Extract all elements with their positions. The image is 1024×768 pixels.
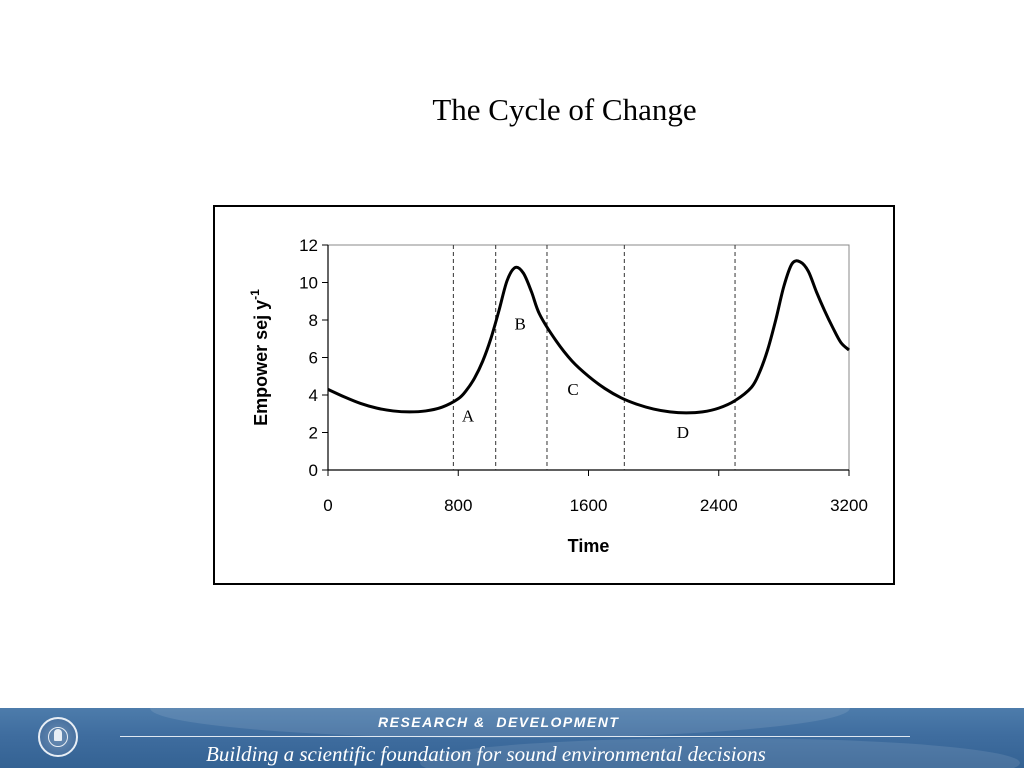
footer-heading: RESEARCH & DEVELOPMENT [378,714,620,730]
x-tick-label: 1600 [570,496,608,515]
y-tick-label: 6 [309,349,318,368]
x-tick-label: 0 [323,496,332,515]
y-tick-label: 4 [309,386,318,405]
epa-seal-icon [38,717,78,757]
phase-label-a: A [462,406,475,425]
empower-series-line [327,259,851,415]
empower-cycle-chart: 0 2 4 6 8 10 12 0 800 1600 2400 3200 Time Empower sej… [248,236,868,556]
slide-title: The Cycle of Change [432,92,697,127]
x-tick-label: 3200 [830,496,868,515]
footer-banner: RESEARCH & DEVELOPMENT Building a scient… [0,708,1024,768]
plot-area [327,244,850,471]
y-axis-title-main: Empower sej y [251,300,271,426]
chart-frame: 0 2 4 6 8 10 12 0 800 1600 2400 3200 Time Empower sej… [213,205,895,585]
y-tick-label: 2 [309,424,318,443]
x-tick-label: 800 [444,496,472,515]
y-tick-label: 12 [299,236,318,255]
x-tick-label: 2400 [700,496,738,515]
footer-divider [120,736,910,737]
footer-tagline: Building a scientific foundation for sou… [206,742,766,766]
phase-label-c: C [567,380,578,399]
x-axis-title: Time [568,536,610,556]
y-axis-title: Empower sej y-1 [248,289,271,426]
y-tick-label: 10 [299,274,318,293]
y-axis-title-superscript: -1 [248,289,262,300]
y-tick-label: 8 [309,311,318,330]
phase-label-b: B [514,314,525,333]
phase-label-d: D [677,423,689,442]
y-tick-label: 0 [309,461,318,480]
